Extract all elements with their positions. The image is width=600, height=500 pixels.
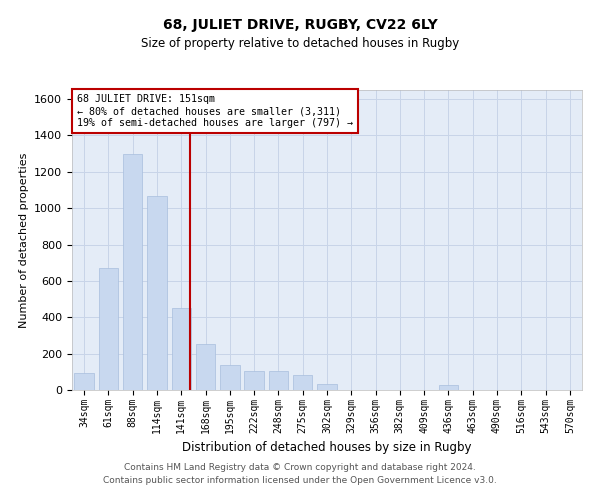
- Text: Contains public sector information licensed under the Open Government Licence v3: Contains public sector information licen…: [103, 476, 497, 485]
- Text: 68 JULIET DRIVE: 151sqm
← 80% of detached houses are smaller (3,311)
19% of semi: 68 JULIET DRIVE: 151sqm ← 80% of detache…: [77, 94, 353, 128]
- Text: Size of property relative to detached houses in Rugby: Size of property relative to detached ho…: [141, 38, 459, 51]
- Bar: [147, 196, 167, 390]
- Bar: [74, 372, 94, 390]
- Bar: [317, 384, 337, 390]
- Bar: [99, 268, 118, 390]
- Bar: [244, 371, 264, 390]
- Bar: [220, 364, 239, 390]
- Bar: [196, 344, 215, 390]
- Bar: [172, 308, 191, 390]
- Text: 68, JULIET DRIVE, RUGBY, CV22 6LY: 68, JULIET DRIVE, RUGBY, CV22 6LY: [163, 18, 437, 32]
- Bar: [439, 384, 458, 390]
- Bar: [269, 371, 288, 390]
- X-axis label: Distribution of detached houses by size in Rugby: Distribution of detached houses by size …: [182, 441, 472, 454]
- Text: Contains HM Land Registry data © Crown copyright and database right 2024.: Contains HM Land Registry data © Crown c…: [124, 462, 476, 471]
- Bar: [123, 154, 142, 390]
- Y-axis label: Number of detached properties: Number of detached properties: [19, 152, 29, 328]
- Bar: [293, 376, 313, 390]
